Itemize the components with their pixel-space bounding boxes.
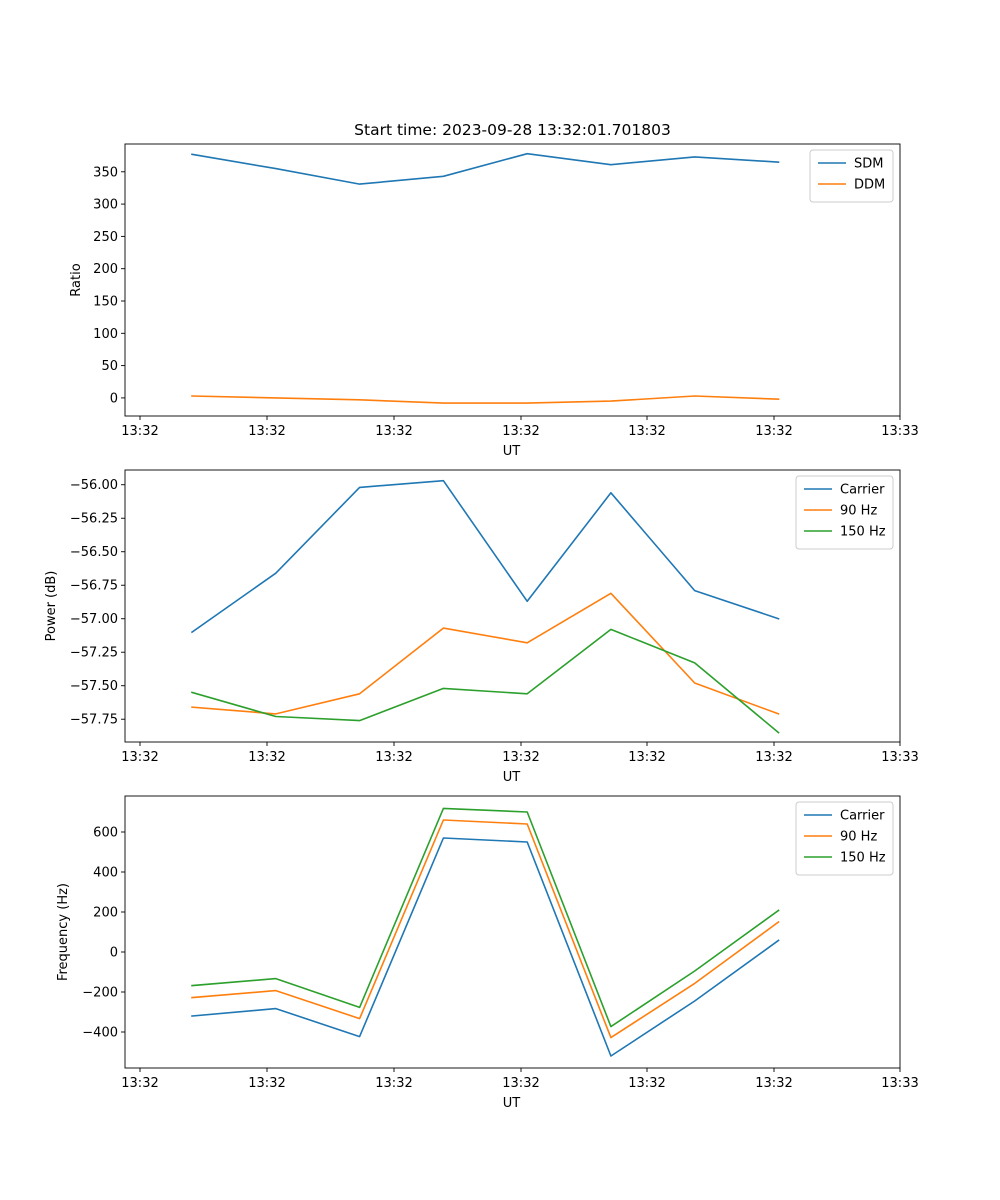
axes-frame: [124, 143, 901, 417]
x-tick-label: 13:32: [755, 750, 792, 765]
y-tick-label: 50: [101, 359, 118, 374]
legend-label: SDM: [854, 157, 883, 172]
y-tick-label: −200: [82, 986, 118, 1001]
x-tick-label: 13:32: [375, 424, 412, 439]
y-tick-label: 0: [110, 391, 118, 406]
series-line-ddm: [191, 395, 780, 404]
legend: SDM DDM: [809, 149, 894, 203]
x-tick-label: 13:32: [375, 1076, 412, 1091]
x-tick-label: 13:32: [248, 1076, 285, 1091]
legend: Carrier 90 Hz 150 Hz: [795, 801, 894, 876]
x-tick-label: 13:32: [248, 424, 285, 439]
legend-label: 90 Hz: [840, 830, 877, 845]
x-axis-label: UT: [503, 770, 521, 785]
chart-panel-3: −400 −200 0 200 400 600 13:32 13:32 13:32 13:32 13…: [56, 795, 919, 1111]
x-tick-label: 13:32: [755, 424, 792, 439]
legend-label: 150 Hz: [840, 525, 886, 540]
x-tick-label: 13:32: [121, 1076, 158, 1091]
y-axis-label: Power (dB): [44, 571, 59, 642]
legend: Carrier 90 Hz 150 Hz: [795, 475, 894, 550]
x-tick-label: 13:32: [628, 1076, 665, 1091]
series-line-150-hz: [191, 807, 780, 1028]
axes-frame: [124, 795, 901, 1069]
legend-label: DDM: [854, 178, 885, 193]
axes-frame: [124, 469, 901, 743]
y-tick-label: −57.25: [70, 646, 118, 661]
series-line-carrier: [190, 479, 780, 634]
x-tick-label: 13:32: [502, 424, 539, 439]
x-tick-label: 13:33: [881, 750, 918, 765]
y-tick-label: 250: [93, 230, 118, 245]
chart-panel-1: Start time: 2023-09-28 13:32:01.701803 0 5…: [69, 121, 919, 459]
y-tick-label: −56.50: [70, 545, 118, 560]
series-line-150-hz: [191, 628, 780, 734]
x-tick-label: 13:32: [375, 750, 412, 765]
y-tick-label: −57.00: [70, 612, 118, 627]
x-tick-label: 13:32: [248, 750, 285, 765]
x-axis-label: UT: [503, 444, 521, 459]
y-tick-label: −56.75: [70, 579, 118, 594]
chart-title: Start time: 2023-09-28 13:32:01.701803: [354, 121, 671, 139]
series-line-sdm: [191, 152, 780, 185]
y-tick-label: −57.75: [70, 713, 118, 728]
x-tick-label: 13:32: [502, 750, 539, 765]
series-line-90-hz: [191, 592, 780, 715]
y-tick-label: 400: [93, 866, 118, 881]
y-tick-label: 200: [93, 262, 118, 277]
y-tick-label: −57.50: [70, 679, 118, 694]
chart-panel-2: −57.75 −57.50 −57.25 −57.00 −56.75 −56.50 −56.…: [44, 469, 919, 785]
x-axis-label: UT: [503, 1096, 521, 1111]
x-tick-label: 13:32: [502, 1076, 539, 1091]
legend-label: Carrier: [840, 809, 885, 824]
x-tick-label: 13:32: [121, 424, 158, 439]
x-tick-label: 13:33: [881, 1076, 918, 1091]
y-axis-label: Ratio: [69, 263, 84, 296]
y-axis-label: Frequency (Hz): [56, 883, 71, 981]
legend-label: Carrier: [840, 483, 885, 498]
x-tick-label: 13:32: [755, 1076, 792, 1091]
y-tick-label: 0: [110, 946, 118, 961]
y-tick-label: 100: [93, 327, 118, 342]
y-tick-label: −56.00: [70, 478, 118, 493]
legend-label: 90 Hz: [840, 504, 877, 519]
series-line-carrier: [191, 837, 780, 1057]
x-tick-label: 13:32: [628, 424, 665, 439]
y-tick-label: 200: [93, 906, 118, 921]
x-tick-label: 13:32: [121, 750, 158, 765]
legend-label: 150 Hz: [840, 851, 886, 866]
x-tick-label: 13:33: [881, 424, 918, 439]
series-line-90-hz: [191, 819, 780, 1039]
x-tick-label: 13:32: [628, 750, 665, 765]
y-tick-label: −400: [82, 1026, 118, 1041]
y-tick-label: 600: [93, 826, 118, 841]
y-tick-label: 300: [93, 198, 118, 213]
y-tick-label: −56.25: [70, 512, 118, 527]
y-tick-label: 350: [93, 165, 118, 180]
y-tick-label: 150: [93, 294, 118, 309]
